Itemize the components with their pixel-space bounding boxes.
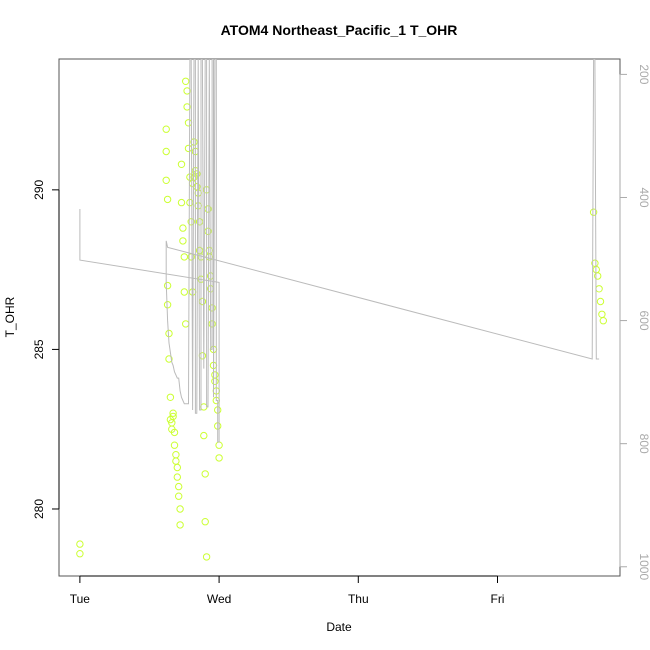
- y2-tick-label: 800: [637, 434, 650, 454]
- x-tick-label: Wed: [207, 592, 231, 606]
- data-point: [198, 352, 207, 360]
- data-point: [589, 208, 598, 216]
- data-point: [175, 482, 183, 491]
- data-point: [163, 195, 172, 204]
- data-point: [176, 521, 184, 529]
- y2-tick-label: 200: [637, 64, 650, 84]
- data-point: [162, 125, 170, 133]
- y2-tick-label: 1000: [637, 553, 650, 580]
- y-tick-label: 290: [32, 180, 46, 200]
- data-point: [170, 441, 179, 449]
- data-point: [598, 310, 606, 318]
- data-point: [183, 87, 191, 95]
- data-point: [188, 179, 197, 188]
- data-point: [211, 371, 219, 379]
- data-point: [163, 281, 172, 290]
- data-point: [176, 505, 184, 513]
- data-point: [169, 412, 177, 421]
- x-tick-label: Tue: [70, 592, 91, 606]
- data-point: [187, 218, 195, 226]
- data-point: [169, 409, 177, 417]
- x-axis-label: Date: [326, 620, 352, 634]
- data-point: [599, 317, 607, 325]
- data-point: [172, 451, 180, 459]
- data-point: [194, 202, 202, 210]
- data-point: [202, 553, 211, 561]
- data-point: [179, 237, 187, 245]
- data-point: [201, 518, 209, 526]
- data-point: [215, 454, 223, 462]
- data-point: [173, 463, 182, 472]
- data-point: [173, 473, 182, 481]
- x-axis: Tue Wed Thu Fri: [70, 575, 504, 606]
- data-point: [162, 176, 170, 185]
- data-point: [596, 297, 605, 306]
- y2-axis: 200 400 600 800 1000: [619, 64, 650, 580]
- data-point: [163, 301, 172, 309]
- data-point: [184, 119, 193, 127]
- data-point: [200, 403, 208, 411]
- y2-tick-label: 400: [637, 187, 650, 207]
- y-axis: 280 285 290: [32, 180, 60, 519]
- x-tick-label: Thu: [348, 592, 369, 606]
- data-point: [194, 189, 202, 197]
- data-point: [172, 457, 180, 465]
- data-point: [184, 144, 193, 153]
- series-line: [79, 59, 600, 443]
- data-point: [594, 272, 602, 280]
- data-point: [200, 431, 208, 440]
- data-point: [175, 492, 183, 500]
- data-point: [211, 377, 219, 385]
- y-tick-label: 285: [32, 339, 46, 359]
- data-point: [180, 253, 189, 261]
- y-axis-label: T_OHR: [3, 296, 17, 337]
- data-point: [183, 103, 191, 111]
- data-point: [166, 393, 175, 401]
- data-point: [182, 77, 190, 86]
- data-layer: [76, 59, 607, 561]
- x-tick-label: Fri: [490, 592, 504, 606]
- data-point: [215, 441, 223, 449]
- data-point: [198, 297, 207, 306]
- data-point: [165, 355, 173, 363]
- data-point: [76, 540, 84, 548]
- data-point: [201, 470, 209, 478]
- data-point: [177, 198, 186, 207]
- plot-frame: [58, 58, 621, 577]
- data-point: [595, 285, 603, 293]
- data-point: [180, 288, 189, 296]
- data-point: [76, 550, 84, 558]
- y2-tick-label: 600: [637, 311, 650, 331]
- y-tick-label: 280: [32, 499, 46, 519]
- data-point: [177, 160, 186, 169]
- data-point: [170, 428, 179, 437]
- chart-title: ATOM4 Northeast_Pacific_1 T_OHR: [221, 22, 458, 38]
- data-point: [179, 224, 187, 232]
- data-point: [182, 320, 190, 328]
- data-point: [162, 147, 170, 156]
